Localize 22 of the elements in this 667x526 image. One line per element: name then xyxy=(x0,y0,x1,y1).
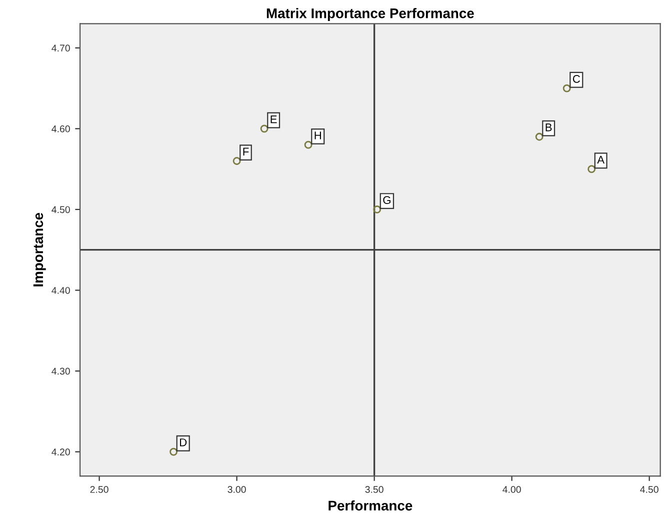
x-axis-title: Performance xyxy=(328,500,412,511)
x-tick-label: 3.50 xyxy=(365,486,384,493)
x-tick-label: 2.50 xyxy=(90,486,108,493)
annotation: B xyxy=(546,124,552,132)
x-tick-label: 3.00 xyxy=(228,486,246,493)
y-tick-label: 4.40 xyxy=(52,286,70,294)
annotation: H xyxy=(314,132,321,140)
y-tick-label: 4.50 xyxy=(52,206,70,214)
x-tick-label: 4.00 xyxy=(502,486,521,493)
annotation: G xyxy=(383,196,390,204)
annotation: E xyxy=(270,115,277,124)
annotation: A xyxy=(597,156,605,164)
y-tick-label: 4.70 xyxy=(52,44,70,52)
x-tick-label: 4.50 xyxy=(640,486,658,493)
annotation: C xyxy=(572,74,580,83)
y-tick-label: 4.20 xyxy=(52,448,70,456)
chart-title: Matrix Importance Performance xyxy=(266,8,474,21)
y-axis-title: Importance xyxy=(33,212,46,286)
y-tick-label: 4.30 xyxy=(52,368,70,375)
annotation: F xyxy=(243,148,249,156)
y-tick-label: 4.60 xyxy=(52,125,70,132)
annotation: D xyxy=(180,438,187,446)
